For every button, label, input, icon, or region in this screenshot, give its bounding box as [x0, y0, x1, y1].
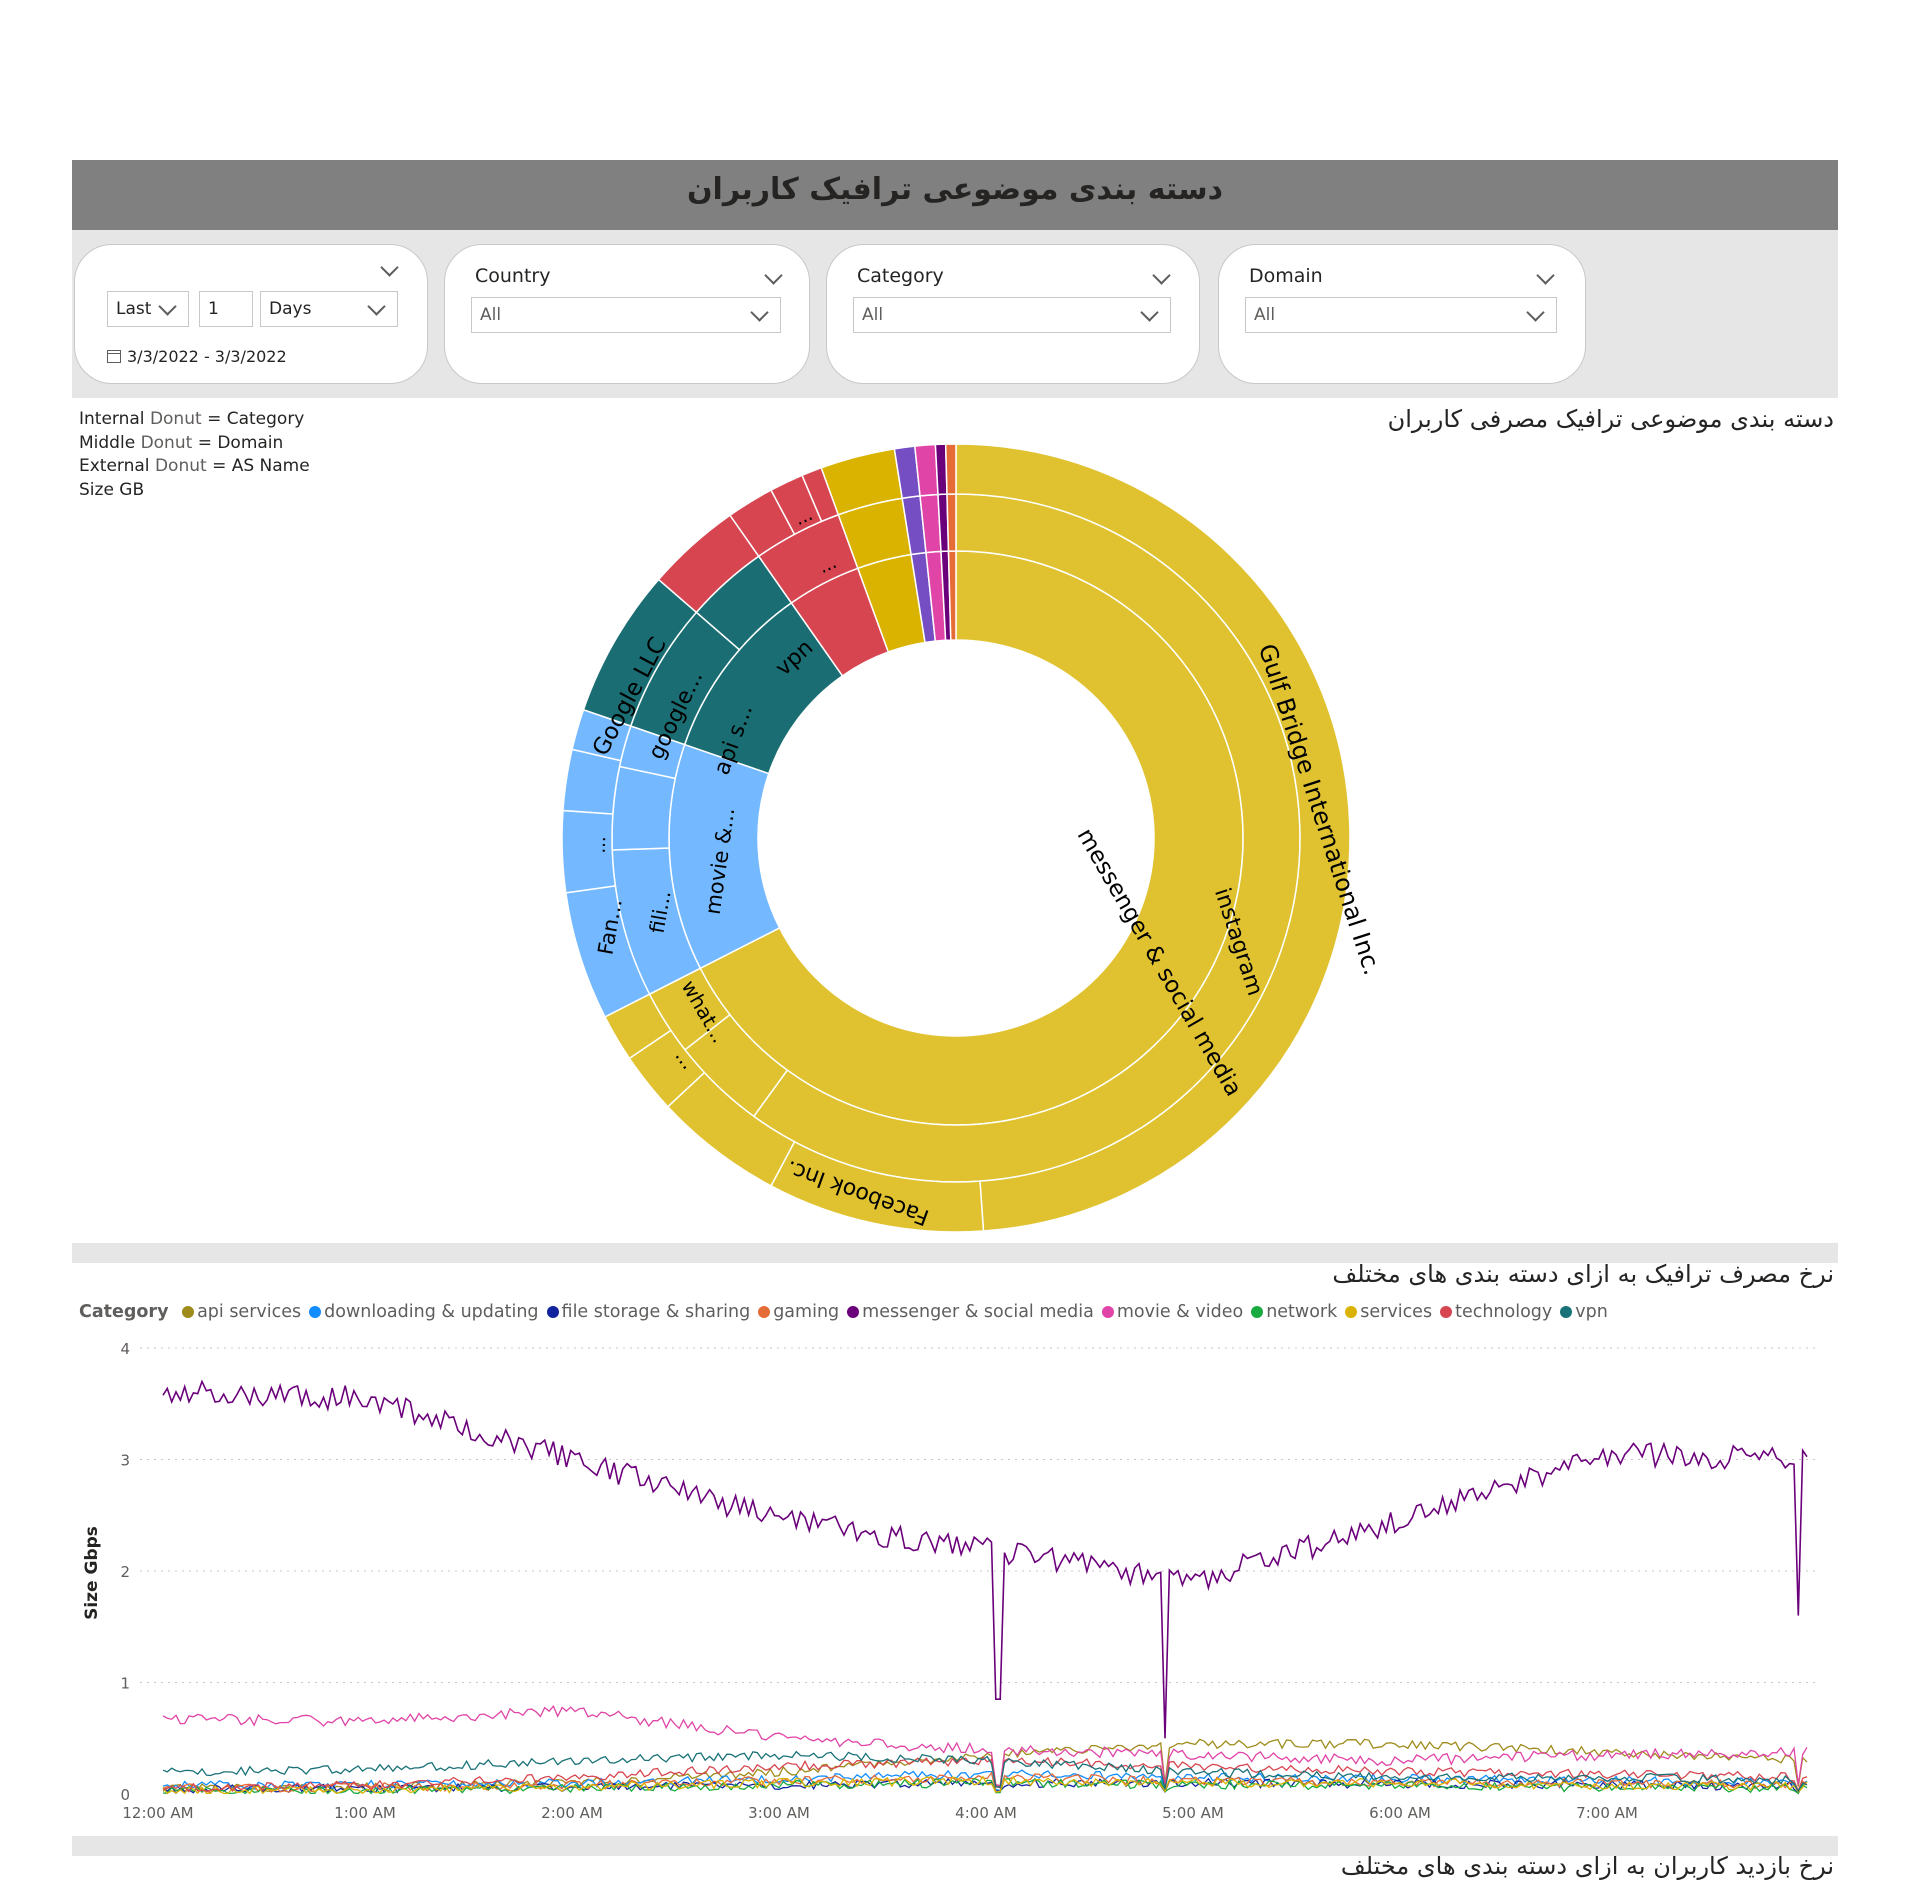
- y-tick-label: 4: [120, 1340, 130, 1358]
- legend-item[interactable]: movie & video: [1101, 1302, 1244, 1322]
- legend-label: vpn: [1575, 1302, 1608, 1322]
- category-label: Category: [857, 265, 944, 287]
- legend-label: api services: [197, 1302, 302, 1322]
- domain-label: Domain: [1249, 265, 1323, 287]
- x-tick-label: 2:00 AM: [541, 1804, 603, 1822]
- date-unit-dropdown[interactable]: Days: [260, 291, 398, 327]
- legend-item[interactable]: gaming: [758, 1302, 839, 1322]
- country-dropdown[interactable]: All: [471, 297, 781, 333]
- x-tick-label: 5:00 AM: [1162, 1804, 1224, 1822]
- report-title: دسته بندی موضوعی ترافیک کاربران: [686, 172, 1224, 207]
- legend-dot-icon: [1345, 1306, 1358, 1318]
- calendar-icon[interactable]: [107, 350, 121, 363]
- section-divider: [72, 1836, 1838, 1856]
- date-slicer: Last 1 Days 3/3/2022 - 3/3/2022: [74, 244, 428, 384]
- filter-strip: Last 1 Days 3/3/2022 - 3/3/2022 Country …: [72, 230, 1838, 398]
- legend-item[interactable]: file storage & sharing: [546, 1302, 751, 1322]
- y-axis-label: Size Gbps: [82, 1526, 102, 1620]
- x-tick-label: 7:00 AM: [1576, 1804, 1638, 1822]
- legend-label: messenger & social media: [862, 1302, 1094, 1322]
- series-line[interactable]: [162, 1775, 1808, 1795]
- report-header: دسته بندی موضوعی ترافیک کاربران: [72, 160, 1838, 230]
- legend-label: gaming: [773, 1302, 840, 1322]
- domain-dropdown[interactable]: All: [1245, 297, 1557, 333]
- legend-item[interactable]: downloading & updating: [309, 1302, 539, 1322]
- series-line[interactable]: [162, 1750, 1808, 1793]
- line-chart-legend: Category api services downloading & updat…: [79, 1302, 1616, 1322]
- legend-label: technology: [1455, 1302, 1553, 1322]
- legend-dot-icon: [758, 1306, 771, 1318]
- legend-dot-icon: [847, 1306, 860, 1318]
- legend-dot-icon: [309, 1306, 322, 1318]
- x-tick-label: 3:00 AM: [748, 1804, 810, 1822]
- legend-dot-icon: [1560, 1306, 1573, 1318]
- series-line[interactable]: [162, 1379, 1808, 1739]
- note-line: Middle Donut = Domain: [79, 432, 284, 453]
- country-slicer: Country All: [444, 244, 810, 384]
- label-ellipsis: ...: [589, 836, 611, 854]
- legend-dot-icon: [1251, 1306, 1264, 1318]
- sunburst-chart[interactable]: Gulf Bridge International Inc. instagram…: [0, 0, 1920, 1250]
- legend-title: Category: [79, 1302, 169, 1322]
- legend-item[interactable]: services: [1345, 1302, 1432, 1322]
- legend-item[interactable]: vpn: [1560, 1302, 1608, 1322]
- legend-label: file storage & sharing: [561, 1302, 751, 1322]
- legend-item[interactable]: network: [1251, 1302, 1337, 1322]
- x-tick-label: 1:00 AM: [334, 1804, 396, 1822]
- legend-label: movie & video: [1116, 1302, 1244, 1322]
- legend-dot-icon: [546, 1306, 559, 1318]
- legend-label: network: [1266, 1302, 1338, 1322]
- legend-dot-icon: [182, 1306, 195, 1318]
- x-tick-label: 6:00 AM: [1369, 1804, 1431, 1822]
- y-tick-label: 1: [120, 1675, 130, 1693]
- sunburst-segment[interactable]: [955, 443, 1351, 1232]
- visits-chart-title: نرخ بازدید کاربران به ازای دسته بندی های…: [1340, 1852, 1834, 1880]
- x-tick-label: 4:00 AM: [955, 1804, 1017, 1822]
- y-tick-label: 0: [120, 1786, 130, 1804]
- legend-item[interactable]: api services: [182, 1302, 301, 1322]
- note-line: Size GB: [79, 479, 145, 500]
- sunburst-segment[interactable]: [944, 443, 957, 495]
- legend-dot-icon: [1101, 1306, 1114, 1318]
- note-line: Internal Donut = Category: [79, 409, 305, 429]
- sunburst-title: دسته بندی موضوعی ترافیک مصرفی کاربران: [1387, 405, 1834, 433]
- y-tick-label: 3: [120, 1452, 130, 1470]
- legend-item[interactable]: technology: [1440, 1302, 1552, 1322]
- date-range: 3/3/2022 - 3/3/2022: [107, 347, 287, 366]
- domain-slicer: Domain All: [1218, 244, 1586, 384]
- date-count-input[interactable]: 1: [199, 291, 253, 327]
- line-chart-title: نرخ مصرف ترافیک به ازای دسته بندی های مخ…: [1332, 1260, 1834, 1288]
- legend-item[interactable]: messenger & social media: [847, 1302, 1094, 1322]
- category-slicer: Category All: [826, 244, 1200, 384]
- legend-label: downloading & updating: [324, 1302, 539, 1322]
- legend-dot-icon: [1440, 1306, 1453, 1318]
- series-line[interactable]: [162, 1755, 1808, 1793]
- date-mode-dropdown[interactable]: Last: [107, 291, 189, 327]
- donut-legend-note: Internal Donut = Category Middle Donut =…: [79, 408, 310, 502]
- y-tick-label: 2: [120, 1563, 130, 1581]
- country-label: Country: [475, 265, 551, 287]
- series-line[interactable]: [162, 1769, 1808, 1794]
- x-tick-label: 12:00 AM: [122, 1804, 193, 1822]
- legend-label: services: [1360, 1302, 1433, 1322]
- series-line[interactable]: [162, 1704, 1808, 1787]
- category-dropdown[interactable]: All: [853, 297, 1171, 333]
- note-line: External Donut = AS Name: [79, 456, 310, 476]
- section-divider: [72, 1243, 1838, 1263]
